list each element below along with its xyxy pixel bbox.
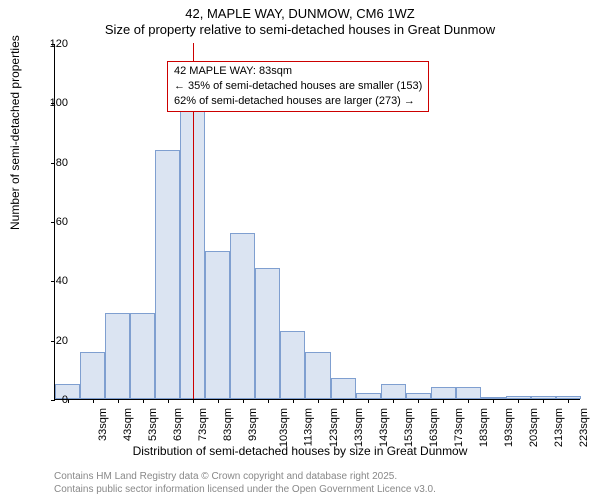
x-tick-label: 143sqm [378, 408, 390, 447]
y-tick-label: 20 [56, 335, 68, 347]
y-tick-label: 80 [56, 157, 68, 169]
annotation-line1: 42 MAPLE WAY: 83sqm [174, 64, 422, 79]
x-tick [493, 399, 494, 403]
attribution-text: Contains HM Land Registry data © Crown c… [54, 470, 436, 496]
x-tick-label: 53sqm [147, 408, 159, 441]
y-tick [51, 281, 55, 282]
x-tick [293, 399, 294, 403]
x-tick-label: 133sqm [353, 408, 365, 447]
annotation-line3: 62% of semi-detached houses are larger (… [174, 94, 422, 109]
histogram-bar [381, 384, 406, 399]
x-tick-label: 213sqm [554, 408, 566, 447]
x-tick [118, 399, 119, 403]
x-tick [318, 399, 319, 403]
x-tick [518, 399, 519, 403]
x-tick-label: 113sqm [302, 408, 314, 446]
x-tick [168, 399, 169, 403]
y-tick [51, 163, 55, 164]
histogram-bar [205, 251, 230, 399]
histogram-bar [305, 352, 330, 399]
x-tick [243, 399, 244, 403]
histogram-bar [456, 387, 481, 399]
y-tick-label: 40 [56, 275, 68, 287]
x-tick [393, 399, 394, 403]
annotation-line2: ← 35% of semi-detached houses are smalle… [174, 79, 422, 94]
y-tick-label: 0 [62, 394, 68, 406]
y-tick [51, 222, 55, 223]
x-tick [468, 399, 469, 403]
y-tick-label: 120 [50, 38, 68, 50]
x-tick [193, 399, 194, 403]
x-tick-label: 183sqm [478, 408, 490, 447]
x-tick-label: 123sqm [328, 408, 340, 447]
x-tick-label: 223sqm [579, 408, 591, 447]
x-tick-label: 43sqm [122, 408, 134, 441]
x-tick [218, 399, 219, 403]
x-axis-label: Distribution of semi-detached houses by … [0, 444, 600, 458]
x-tick [418, 399, 419, 403]
histogram-bar [280, 331, 305, 399]
x-tick-label: 153sqm [403, 408, 415, 447]
y-tick [51, 400, 55, 401]
x-tick-label: 63sqm [172, 408, 184, 441]
histogram-bar [230, 233, 255, 399]
histogram-bar [431, 387, 456, 399]
histogram-bar [155, 150, 180, 399]
x-tick-label: 83sqm [222, 408, 234, 441]
histogram-bar [80, 352, 105, 399]
x-tick [543, 399, 544, 403]
y-tick [51, 341, 55, 342]
histogram-bar [331, 378, 356, 399]
x-tick-label: 193sqm [503, 408, 515, 447]
annotation-box: 42 MAPLE WAY: 83sqm← 35% of semi-detache… [167, 61, 429, 112]
x-tick [568, 399, 569, 403]
attribution-line2: Contains public sector information licen… [54, 483, 436, 496]
x-tick-label: 93sqm [247, 408, 259, 441]
x-tick-label: 73sqm [197, 408, 209, 441]
x-tick [368, 399, 369, 403]
y-tick-label: 100 [50, 97, 68, 109]
histogram-bar [255, 268, 280, 399]
x-tick-label: 173sqm [453, 408, 465, 447]
attribution-line1: Contains HM Land Registry data © Crown c… [54, 470, 436, 483]
histogram-bar [105, 313, 130, 399]
x-tick-label: 203sqm [528, 408, 540, 447]
x-tick [143, 399, 144, 403]
plot-area: 42 MAPLE WAY: 83sqm← 35% of semi-detache… [54, 44, 580, 400]
x-tick-label: 163sqm [428, 408, 440, 447]
x-tick-label: 103sqm [278, 408, 290, 447]
histogram-bar [130, 313, 155, 399]
x-tick [443, 399, 444, 403]
x-tick [93, 399, 94, 403]
y-axis-label: Number of semi-detached properties [8, 35, 22, 230]
chart-title-line1: 42, MAPLE WAY, DUNMOW, CM6 1WZ [0, 6, 600, 21]
chart-title-line2: Size of property relative to semi-detach… [0, 22, 600, 37]
x-tick-label: 33sqm [97, 408, 109, 441]
x-tick [268, 399, 269, 403]
x-tick [343, 399, 344, 403]
y-tick-label: 60 [56, 216, 68, 228]
